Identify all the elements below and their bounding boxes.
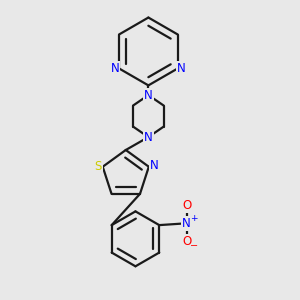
Text: N: N	[144, 88, 153, 102]
Text: N: N	[144, 130, 153, 144]
Text: N: N	[177, 62, 186, 75]
Text: S: S	[94, 160, 102, 172]
Text: N: N	[111, 62, 119, 75]
Text: N: N	[182, 217, 191, 230]
Text: +: +	[190, 214, 198, 224]
Text: N: N	[150, 159, 158, 172]
Text: O: O	[182, 199, 191, 212]
Text: O: O	[182, 235, 191, 248]
Text: −: −	[190, 241, 198, 251]
